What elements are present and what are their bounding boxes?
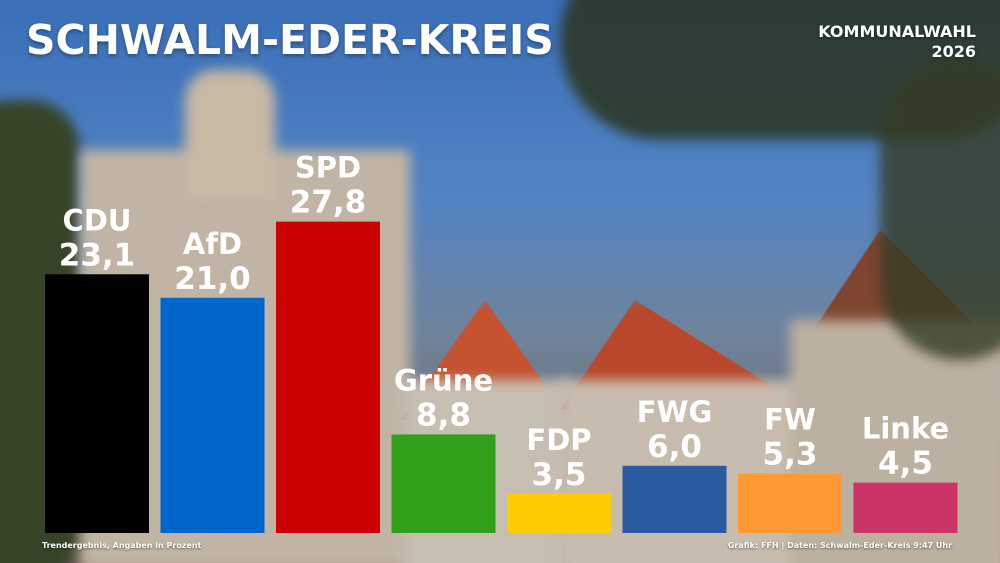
value-label-cdu: 23,1 <box>59 237 136 273</box>
value-label-spd: 27,8 <box>290 185 367 221</box>
party-label-fdp: FDP <box>526 423 591 457</box>
bar-afd <box>160 297 265 533</box>
badge-line-2: 2026 <box>931 42 976 61</box>
party-label-grune: Grüne <box>394 363 493 397</box>
election-badge: KOMMUNALWAHL 2026 <box>818 22 976 62</box>
value-label-fw: 5,3 <box>763 437 818 473</box>
party-label-spd: SPD <box>295 151 361 185</box>
bar-spd <box>276 221 380 533</box>
value-label-fwg: 6,0 <box>647 429 702 465</box>
background-tree-right <box>880 60 1000 360</box>
background-tower <box>185 70 275 200</box>
bar-fwg <box>622 465 727 533</box>
value-label-grune: 8,8 <box>416 397 471 433</box>
value-label-fdp: 3,5 <box>532 457 587 493</box>
footnote-source: Grafik: FFH | Daten: Schwalm-Eder-Kreis … <box>727 541 952 550</box>
party-label-linke: Linke <box>862 412 949 446</box>
badge-line-1: KOMMUNALWAHL <box>818 22 976 41</box>
chart-title: SCHWALM-EDER-KREIS <box>26 16 554 64</box>
bar-fw <box>738 473 842 533</box>
bar-linke <box>853 482 958 533</box>
value-label-linke: 4,5 <box>878 446 933 482</box>
bar-cdu <box>45 274 149 533</box>
bar-fdp <box>507 493 611 533</box>
party-label-cdu: CDU <box>63 203 132 237</box>
party-label-fw: FW <box>764 403 816 437</box>
party-label-fwg: FWG <box>637 395 713 429</box>
bar-grune <box>391 434 496 533</box>
footnote-trend: Trendergebnis, Angaben in Prozent <box>42 541 202 550</box>
value-label-afd: 21,0 <box>174 261 251 297</box>
party-label-afd: AfD <box>183 227 242 261</box>
